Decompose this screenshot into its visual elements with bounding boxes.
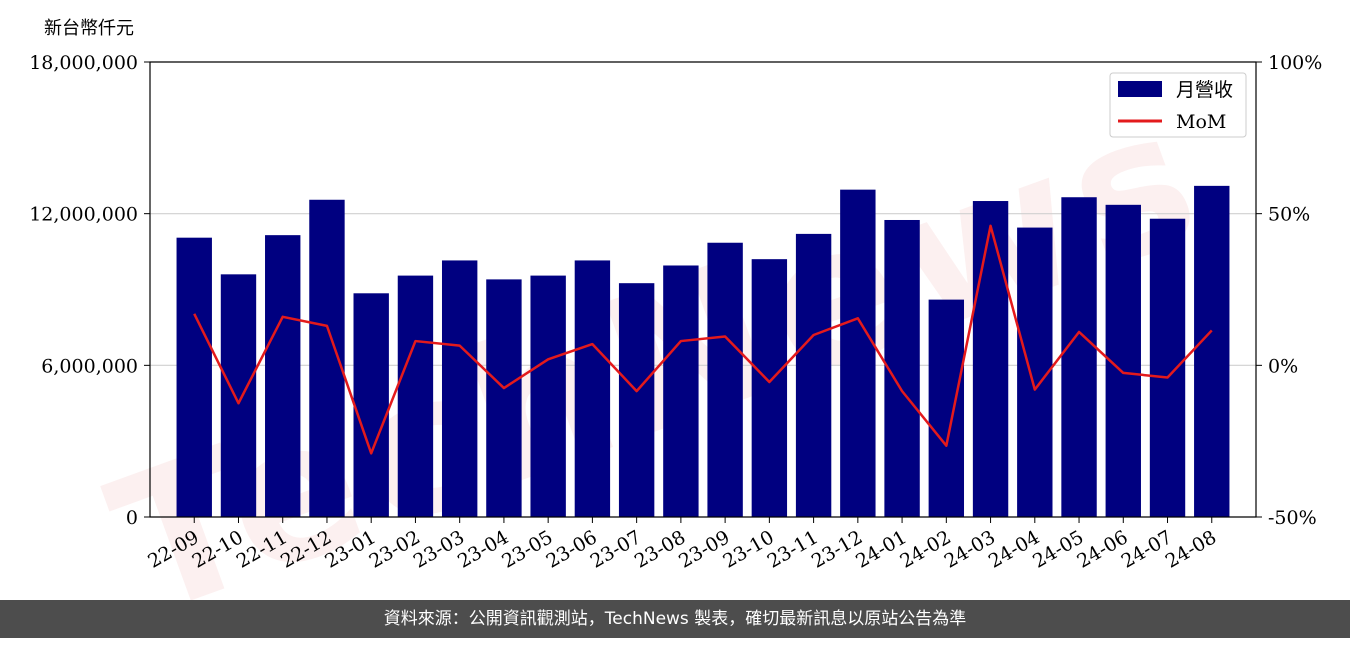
bar-series [177, 186, 1230, 517]
bar [752, 259, 787, 517]
bar [663, 265, 698, 517]
bar [929, 300, 964, 517]
chart: 新台幣仟元 0 6,000,000 12,000,000 18,000,000 -50… [0, 0, 1350, 600]
y-right-tick-label: 50% [1268, 204, 1310, 226]
bar [265, 235, 300, 517]
bar [575, 260, 610, 517]
y-left-tick-label: 18,000,000 [29, 52, 138, 74]
bar [177, 238, 212, 517]
bar [1194, 186, 1229, 517]
x-axis: 22-0922-1022-1122-1223-0123-0223-0323-04… [144, 517, 1220, 573]
bar [354, 293, 389, 517]
bar [221, 274, 256, 517]
mom-line [194, 226, 1212, 453]
legend-swatch-bar [1118, 81, 1162, 97]
mom-line-series [194, 226, 1212, 454]
source-footer: 資料來源：公開資訊觀測站，TechNews 製表，確切最新訊息以原站公告為準 [0, 600, 1350, 638]
bar [398, 276, 433, 517]
bar [707, 243, 742, 517]
bar [840, 190, 875, 517]
y-right-tick-label: 100% [1268, 52, 1322, 74]
y-left-unit-label: 新台幣仟元 [44, 18, 134, 39]
y-right-tick-label: -50% [1268, 507, 1317, 529]
bar [619, 283, 654, 517]
bar [530, 276, 565, 517]
bar [1150, 219, 1185, 517]
legend: 月營收 MoM [1110, 73, 1246, 137]
legend-label-mom: MoM [1176, 111, 1226, 133]
bar [1061, 197, 1096, 517]
y-left-tick-label: 6,000,000 [41, 355, 138, 377]
bar [973, 201, 1008, 517]
y-left-tick-label: 0 [126, 507, 138, 529]
bar [486, 279, 521, 517]
y-axis-left: 0 6,000,000 12,000,000 18,000,000 [29, 52, 150, 529]
y-left-tick-label: 12,000,000 [29, 204, 138, 226]
bar [796, 234, 831, 517]
y-axis-right: -50% 0% 50% 100% [1256, 52, 1322, 529]
x-tick-label: 24-08 [1162, 526, 1220, 572]
legend-label-revenue: 月營收 [1176, 79, 1233, 101]
bar [442, 260, 477, 517]
y-right-tick-label: 0% [1268, 355, 1298, 377]
